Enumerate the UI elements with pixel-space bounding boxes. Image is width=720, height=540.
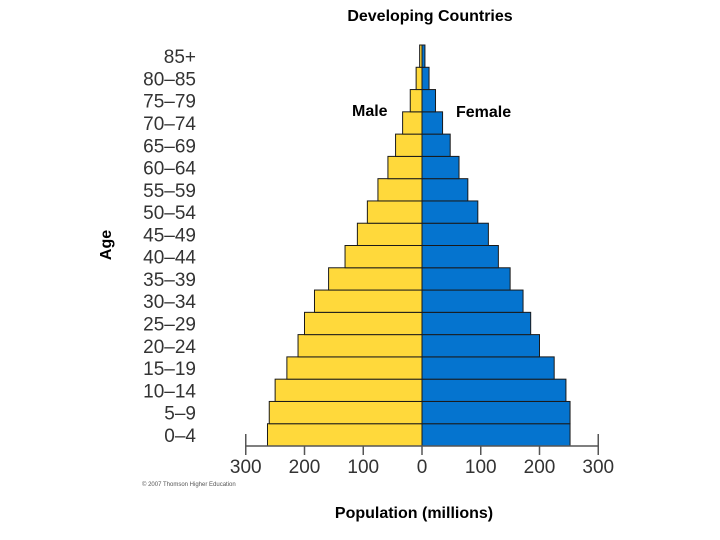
- female-bar-20–24: [421, 334, 540, 358]
- female-bar-75–79: [421, 89, 437, 113]
- male-bar-10–14: [274, 378, 423, 402]
- female-bar-25–29: [421, 311, 532, 336]
- x-tick-label-300: 300: [582, 457, 614, 478]
- male-bar-55–59: [377, 178, 423, 202]
- age-label-50–54: 50–54: [143, 203, 196, 224]
- male-bar-25–29: [304, 311, 423, 336]
- x-tick-label--100: 100: [347, 457, 379, 478]
- female-bar-65–69: [421, 133, 451, 157]
- female-bar-5–9: [421, 400, 571, 425]
- female-bar-55–59: [421, 178, 469, 202]
- age-label-0–4: 0–4: [164, 426, 196, 447]
- female-bar-45–49: [421, 222, 489, 247]
- age-label-20–24: 20–24: [143, 337, 196, 358]
- age-label-60–64: 60–64: [143, 159, 196, 180]
- female-bar-85+: [421, 44, 426, 68]
- male-bar-60–64: [387, 155, 423, 180]
- female-bar-35–39: [421, 267, 511, 291]
- female-bar-15–19: [421, 356, 555, 380]
- male-bar-30–34: [313, 289, 423, 313]
- female-bar-30–34: [421, 289, 524, 313]
- female-bar-40–44: [421, 245, 499, 269]
- legend-female: Female: [456, 104, 511, 121]
- male-bar-40–44: [344, 245, 423, 269]
- male-bar-20–24: [297, 334, 423, 358]
- male-bar-70–74: [402, 111, 423, 135]
- female-bar-80–85: [421, 66, 430, 91]
- chart-title: Developing Countries: [347, 8, 512, 25]
- age-label-45–49: 45–49: [143, 225, 196, 246]
- age-label-65–69: 65–69: [143, 136, 196, 157]
- x-axis-label: Population (millions): [335, 505, 493, 522]
- age-label-75–79: 75–79: [143, 92, 196, 113]
- age-labels-group: 0–45–910–1415–1920–2425–2930–3435–3940–4…: [143, 47, 196, 447]
- age-label-35–39: 35–39: [143, 270, 196, 291]
- age-label-25–29: 25–29: [143, 314, 196, 335]
- x-tick-label--300: 300: [230, 457, 262, 478]
- x-tick-label-200: 200: [524, 457, 556, 478]
- male-bar-75–79: [409, 89, 423, 113]
- age-label-85+: 85+: [164, 47, 196, 68]
- legend-male: Male: [352, 103, 388, 120]
- female-bar-70–74: [421, 111, 444, 135]
- male-bar-50–54: [366, 200, 423, 224]
- age-label-80–85: 80–85: [143, 69, 196, 90]
- male-bar-65–69: [395, 133, 423, 157]
- male-bar-15–19: [286, 356, 423, 380]
- age-label-10–14: 10–14: [143, 381, 196, 402]
- x-axis: 300 200 100 0 100 200 300: [230, 434, 614, 478]
- female-bar-0–4: [421, 423, 571, 447]
- age-label-15–19: 15–19: [143, 359, 196, 380]
- age-label-30–34: 30–34: [143, 292, 196, 313]
- female-bar-60–64: [421, 155, 460, 180]
- female-bar-10–14: [421, 378, 567, 402]
- x-tick-label-0: 0: [417, 457, 428, 478]
- age-label-40–44: 40–44: [143, 248, 196, 269]
- age-label-5–9: 5–9: [164, 404, 196, 425]
- male-bar-5–9: [268, 400, 423, 425]
- age-label-70–74: 70–74: [143, 114, 196, 135]
- female-bar-50–54: [421, 200, 479, 224]
- bars-group: [266, 44, 571, 447]
- male-bar-80–85: [415, 66, 423, 91]
- copyright-credit: © 2007 Thomson Higher Education: [142, 481, 236, 488]
- y-axis-label: Age: [98, 230, 115, 260]
- age-label-55–59: 55–59: [143, 181, 196, 202]
- male-bar-45–49: [356, 222, 423, 247]
- male-bar-0–4: [266, 423, 423, 447]
- x-tick-label-100: 100: [465, 457, 497, 478]
- x-tick-label--200: 200: [289, 457, 321, 478]
- male-bar-35–39: [328, 267, 423, 291]
